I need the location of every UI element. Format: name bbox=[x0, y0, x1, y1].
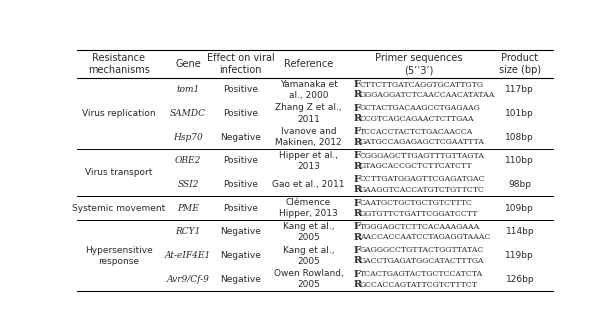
Text: F: F bbox=[354, 175, 360, 184]
Text: Yamanaka et
al., 2000: Yamanaka et al., 2000 bbox=[280, 80, 338, 100]
Text: Systemic movement: Systemic movement bbox=[72, 204, 166, 213]
Text: Virus replication: Virus replication bbox=[82, 109, 156, 118]
Text: GTAGCACCGCTCTTCATCTT: GTAGCACCGCTCTTCATCTT bbox=[360, 162, 472, 170]
Text: F: F bbox=[354, 104, 360, 113]
Text: Primer sequences
(5’’3’): Primer sequences (5’’3’) bbox=[375, 53, 462, 75]
Text: Zhang Z et al.,
2011: Zhang Z et al., 2011 bbox=[275, 104, 342, 124]
Text: Owen Rowland,
2005: Owen Rowland, 2005 bbox=[274, 269, 343, 289]
Text: 126bp: 126bp bbox=[506, 275, 534, 284]
Text: SAMDC: SAMDC bbox=[170, 109, 206, 118]
Text: Product
size (bp): Product size (bp) bbox=[499, 53, 541, 75]
Text: Clémence
Hipper, 2013: Clémence Hipper, 2013 bbox=[279, 198, 338, 218]
Text: Gene: Gene bbox=[175, 59, 201, 69]
Text: Reference: Reference bbox=[284, 59, 333, 69]
Text: GAAGGTCACCATGTCTGTTCTC: GAAGGTCACCATGTCTGTTCTC bbox=[360, 186, 485, 194]
Text: R: R bbox=[354, 233, 362, 242]
Text: GAGGGCCTGTTACTGGTTATAC: GAGGGCCTGTTACTGGTTATAC bbox=[360, 246, 484, 254]
Text: CTTCTTGATCAGGTGCATTGTG: CTTCTTGATCAGGTGCATTGTG bbox=[360, 81, 484, 89]
Text: F: F bbox=[354, 80, 360, 89]
Text: Negative: Negative bbox=[220, 251, 261, 260]
Text: R: R bbox=[354, 138, 362, 147]
Text: GGGAGGATCTCAACCAACATATAA: GGGAGGATCTCAACCAACATATAA bbox=[360, 91, 495, 99]
Text: Negative: Negative bbox=[220, 275, 261, 284]
Text: At-eIF4E1: At-eIF4E1 bbox=[165, 251, 211, 260]
Text: RCY1: RCY1 bbox=[176, 227, 201, 236]
Text: TCCACCTACTCTGACAACCA: TCCACCTACTCTGACAACCA bbox=[360, 128, 473, 136]
Text: R: R bbox=[354, 162, 362, 170]
Text: Positive: Positive bbox=[223, 204, 258, 213]
Text: 110bp: 110bp bbox=[505, 157, 534, 166]
Text: TCACTGAGTACTGCTCCATCTA: TCACTGAGTACTGCTCCATCTA bbox=[360, 270, 483, 278]
Text: CCTTGATGGAGTTCGAGATGAC: CCTTGATGGAGTTCGAGATGAC bbox=[360, 175, 485, 183]
Text: F: F bbox=[354, 198, 360, 207]
Text: GACCTGAGATGGCATACTTTGA: GACCTGAGATGGCATACTTTGA bbox=[360, 257, 484, 265]
Text: Virus transport: Virus transport bbox=[85, 168, 152, 177]
Text: F: F bbox=[354, 151, 360, 160]
Text: Hypersensitive
response: Hypersensitive response bbox=[85, 246, 153, 266]
Text: GCTACTGACAAGCCTGAGAAG: GCTACTGACAAGCCTGAGAAG bbox=[360, 104, 480, 112]
Text: Gao et al., 2011: Gao et al., 2011 bbox=[272, 180, 345, 189]
Text: Negative: Negative bbox=[220, 227, 261, 236]
Text: 109bp: 109bp bbox=[505, 204, 534, 213]
Text: Resistance
mechanisms: Resistance mechanisms bbox=[88, 53, 150, 75]
Text: R: R bbox=[354, 91, 362, 100]
Text: F: F bbox=[354, 270, 360, 279]
Text: 114bp: 114bp bbox=[506, 227, 534, 236]
Text: F: F bbox=[354, 128, 360, 137]
Text: R: R bbox=[354, 280, 362, 289]
Text: Hipper et al.,
2013: Hipper et al., 2013 bbox=[279, 151, 338, 171]
Text: Positive: Positive bbox=[223, 180, 258, 189]
Text: Positive: Positive bbox=[223, 109, 258, 118]
Text: CCGTCAGCAGAACTCTTGAA: CCGTCAGCAGAACTCTTGAA bbox=[360, 115, 474, 123]
Text: SSI2: SSI2 bbox=[177, 180, 199, 189]
Text: Hsp70: Hsp70 bbox=[173, 133, 203, 142]
Text: Kang et al.,
2005: Kang et al., 2005 bbox=[283, 222, 334, 242]
Text: 119bp: 119bp bbox=[505, 251, 534, 260]
Text: R: R bbox=[354, 209, 362, 218]
Text: Negative: Negative bbox=[220, 133, 261, 142]
Text: PME: PME bbox=[177, 204, 199, 213]
Text: R: R bbox=[354, 256, 362, 265]
Text: Positive: Positive bbox=[223, 85, 258, 94]
Text: Avr9/Cf-9: Avr9/Cf-9 bbox=[166, 275, 209, 284]
Text: Effect on viral
infection: Effect on viral infection bbox=[206, 53, 274, 75]
Text: R: R bbox=[354, 114, 362, 123]
Text: AACCACCAATCCTAGAGGTAAAC: AACCACCAATCCTAGAGGTAAAC bbox=[360, 233, 490, 241]
Text: F: F bbox=[354, 246, 360, 255]
Text: GGTGTTCTGATTCGGATCCTT: GGTGTTCTGATTCGGATCCTT bbox=[360, 209, 478, 217]
Text: F: F bbox=[354, 222, 360, 231]
Text: tom1: tom1 bbox=[176, 85, 200, 94]
Text: GCCACCAGTATTCGTCTTTCT: GCCACCAGTATTCGTCTTTCT bbox=[360, 281, 477, 289]
Text: 117bp: 117bp bbox=[505, 85, 534, 94]
Text: R: R bbox=[354, 185, 362, 194]
Text: CAATGCTGCTGCTGTCTTTC: CAATGCTGCTGCTGTCTTTC bbox=[360, 199, 472, 207]
Text: OBE2: OBE2 bbox=[175, 157, 201, 166]
Text: CGGGAGCTTGAGTTTGTTAGTA: CGGGAGCTTGAGTTTGTTAGTA bbox=[360, 152, 485, 160]
Text: GATGCCAGAGAGCTCGAATTTA: GATGCCAGAGAGCTCGAATTTA bbox=[360, 139, 485, 147]
Text: 108bp: 108bp bbox=[505, 133, 534, 142]
Text: Ivanove and
Makinen, 2012: Ivanove and Makinen, 2012 bbox=[275, 127, 342, 147]
Text: Kang et al.,
2005: Kang et al., 2005 bbox=[283, 246, 334, 266]
Text: 98bp: 98bp bbox=[508, 180, 531, 189]
Text: 101bp: 101bp bbox=[505, 109, 534, 118]
Text: TGGGAGCTCTTCACAAAGAAA: TGGGAGCTCTTCACAAAGAAA bbox=[360, 223, 480, 231]
Text: Positive: Positive bbox=[223, 157, 258, 166]
